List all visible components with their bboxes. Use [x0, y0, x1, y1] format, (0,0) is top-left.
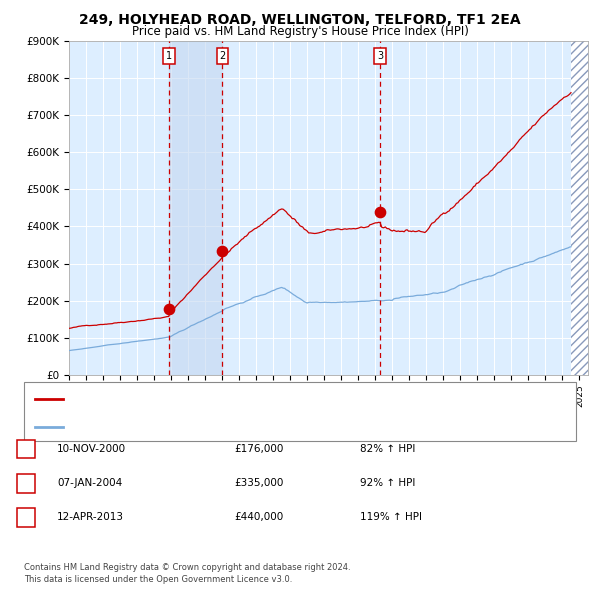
Text: 249, HOLYHEAD ROAD, WELLINGTON, TELFORD, TF1 2EA: 249, HOLYHEAD ROAD, WELLINGTON, TELFORD,…: [79, 13, 521, 27]
Text: 10-NOV-2000: 10-NOV-2000: [57, 444, 126, 454]
Text: HPI: Average price, detached house, Telford and Wrekin: HPI: Average price, detached house, Telf…: [69, 422, 359, 431]
Text: 2: 2: [22, 478, 29, 488]
Text: £176,000: £176,000: [234, 444, 283, 454]
Bar: [571, 41, 590, 375]
Text: £440,000: £440,000: [234, 513, 283, 522]
Bar: [169, 41, 223, 375]
Text: 1: 1: [22, 444, 29, 454]
Text: 1: 1: [166, 51, 172, 61]
Point: [375, 207, 385, 217]
Text: 82% ↑ HPI: 82% ↑ HPI: [360, 444, 415, 454]
Text: 2: 2: [220, 51, 226, 61]
Text: 119% ↑ HPI: 119% ↑ HPI: [360, 513, 422, 522]
Text: Price paid vs. HM Land Registry's House Price Index (HPI): Price paid vs. HM Land Registry's House …: [131, 25, 469, 38]
Text: 07-JAN-2004: 07-JAN-2004: [57, 478, 122, 488]
Text: £335,000: £335,000: [234, 478, 283, 488]
Text: 92% ↑ HPI: 92% ↑ HPI: [360, 478, 415, 488]
Text: 3: 3: [377, 51, 383, 61]
Text: 249, HOLYHEAD ROAD, WELLINGTON, TELFORD, TF1 2EA (detached house): 249, HOLYHEAD ROAD, WELLINGTON, TELFORD,…: [69, 394, 459, 404]
Text: Contains HM Land Registry data © Crown copyright and database right 2024.
This d: Contains HM Land Registry data © Crown c…: [24, 563, 350, 584]
Point: [218, 246, 227, 255]
Text: 3: 3: [22, 513, 29, 522]
Point: [164, 305, 173, 314]
Text: 12-APR-2013: 12-APR-2013: [57, 513, 124, 522]
